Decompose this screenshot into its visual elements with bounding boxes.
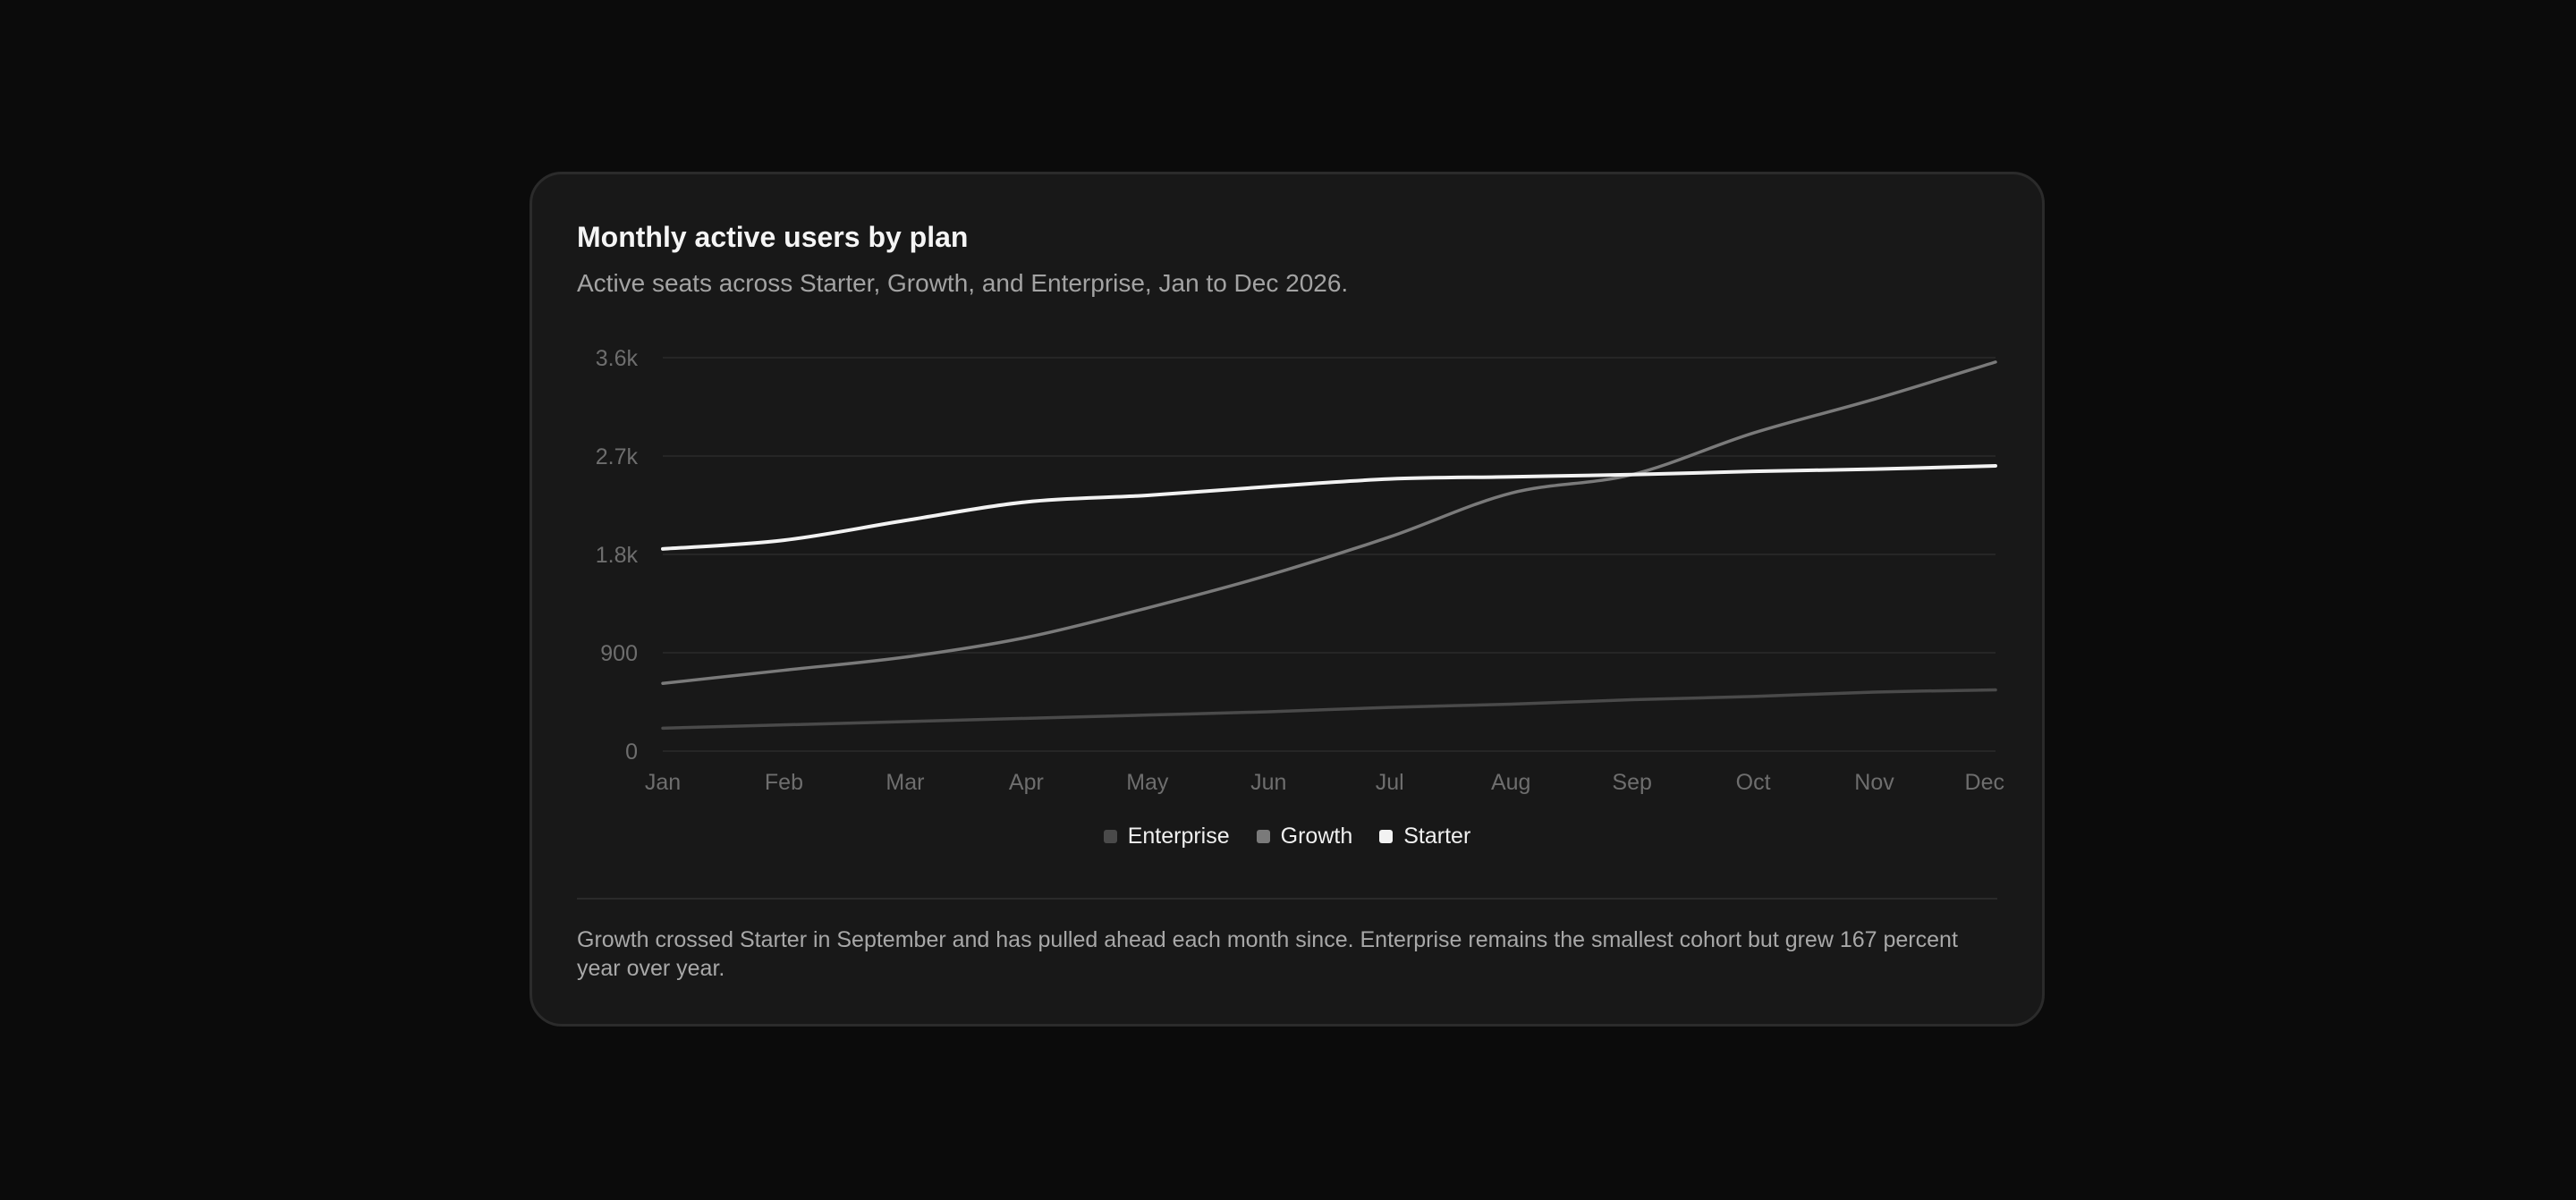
y-tick-label: 1.8k: [596, 543, 639, 568]
chart-title: Monthly active users by plan: [577, 221, 969, 253]
chart-note: Growth crossed Starter in September and …: [577, 927, 1958, 981]
chart-legend: Enterprise Growth Starter: [532, 824, 2042, 849]
x-tick-label: Jul: [1376, 770, 1404, 795]
x-tick-label: Jun: [1250, 770, 1286, 795]
x-tick-label: Dec: [1965, 770, 2004, 795]
x-tick-label: Jan: [645, 770, 681, 795]
legend-swatch: [1103, 830, 1117, 843]
series-line-starter: [661, 464, 1997, 551]
x-tick-label: Feb: [765, 770, 803, 795]
x-tick-label: May: [1126, 770, 1169, 795]
x-tick-label: Sep: [1612, 770, 1651, 795]
x-tick-label: Oct: [1736, 770, 1771, 795]
y-tick-label: 3.6k: [596, 346, 639, 371]
chart-subtitle: Active seats across Starter, Growth, and…: [577, 269, 1349, 297]
legend-label: Starter: [1403, 824, 1471, 849]
legend-swatch: [1256, 830, 1270, 843]
legend-item-starter: Starter: [1379, 824, 1470, 849]
line-chart: 0 900 1.8k 2.7k 3.6k Jan Feb Mar Apr May Jun Jul Au…: [596, 346, 2004, 795]
x-tick-label: Aug: [1491, 770, 1530, 795]
legend-item-enterprise: Enterprise: [1103, 824, 1230, 849]
legend-label: Enterprise: [1127, 824, 1230, 849]
x-tick-label: Apr: [1009, 770, 1044, 795]
divider: [577, 898, 1997, 900]
x-tick-label: Mar: [886, 770, 924, 795]
y-tick-label: 2.7k: [596, 444, 639, 469]
legend-swatch: [1379, 830, 1394, 843]
y-tick-label: 900: [600, 641, 638, 666]
y-tick-label: 0: [625, 739, 638, 765]
series-line-growth: [661, 360, 1997, 685]
chart-card: Monthly active users by plan Active seat…: [530, 172, 2045, 1027]
legend-label: Growth: [1280, 824, 1353, 849]
series-line-enterprise: [661, 688, 1997, 731]
legend-item-growth: Growth: [1256, 824, 1353, 849]
x-tick-label: Nov: [1854, 770, 1894, 795]
